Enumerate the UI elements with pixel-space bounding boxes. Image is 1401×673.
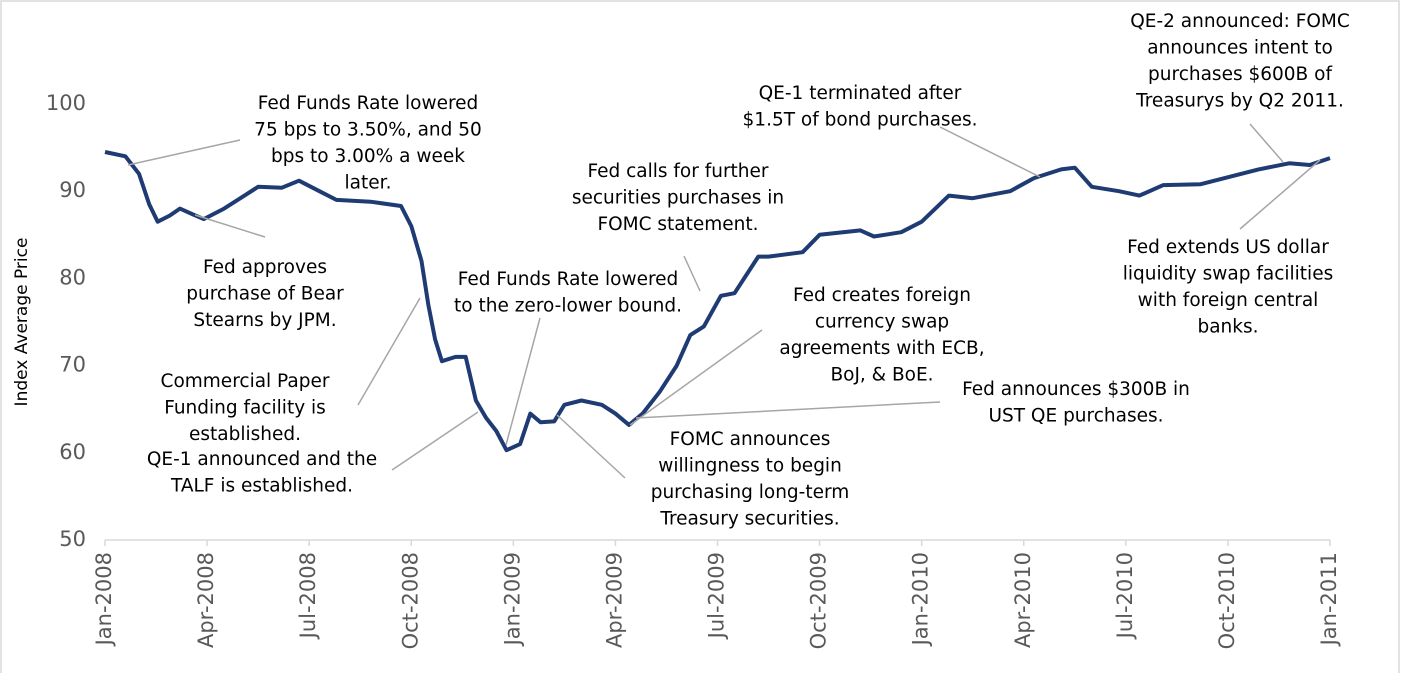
annotation-text: Commercial Paper: [161, 371, 330, 392]
x-tick-label: Oct-2009: [807, 552, 831, 649]
annotation-text: FOMC announces: [670, 429, 831, 450]
x-tick-label: Oct-2010: [1215, 552, 1239, 649]
y-tick-label: 50: [59, 527, 86, 551]
annotation-text: Fed approves: [203, 257, 327, 278]
x-tick-label: Oct-2008: [398, 552, 422, 649]
x-tick-label: Apr-2008: [194, 552, 218, 648]
x-tick-label: Apr-2009: [602, 552, 626, 648]
y-tick-label: 80: [59, 265, 86, 289]
annotation-text: $1.5T of bond purchases.: [743, 110, 978, 131]
x-tick-label: Jan-2010: [909, 552, 933, 647]
annotation-text: purchases $600B of: [1148, 64, 1332, 85]
annotation-leader: [391, 411, 479, 471]
annotation-text: QE-1 announced and the: [147, 449, 377, 470]
annotation-text: Treasury securities.: [659, 509, 839, 530]
annotation-text: Stearns by JPM.: [193, 310, 336, 331]
annotation-leader: [357, 297, 421, 406]
annotation-text: BoJ, & BoE.: [830, 365, 933, 386]
annotation-leader: [505, 317, 541, 446]
annotation-text: Funding facility is: [164, 398, 326, 419]
annotation-text: purchasing long-term: [651, 482, 850, 503]
x-tick-label: Jan-2009: [500, 552, 524, 647]
y-tick-label: 90: [59, 178, 86, 202]
y-axis-label: Index Average Price: [12, 238, 32, 407]
y-tick-label: 100: [46, 91, 86, 115]
annotation-text: with foreign central: [1138, 290, 1319, 311]
annotation-text: UST QE purchases.: [988, 406, 1163, 427]
annotation-text: agreements with ECB,: [779, 338, 984, 359]
x-tick-label: Jan-2011: [1317, 552, 1341, 647]
annotation-text: FOMC statement.: [597, 214, 758, 235]
data-line: [104, 150, 1331, 453]
x-tick-label: Jul-2009: [705, 552, 729, 640]
annotation-text: Fed calls for further: [587, 161, 768, 182]
annotation-leader: [939, 126, 1041, 178]
x-tick-label: Apr-2010: [1011, 552, 1035, 648]
annotation-text: announces intent to: [1147, 38, 1333, 59]
annotation-text: currency swap: [815, 312, 949, 333]
annotation-text: banks.: [1197, 317, 1258, 338]
annotation-leader: [635, 401, 941, 419]
y-tick-label: 70: [59, 353, 86, 377]
y-tick-label: 60: [59, 440, 86, 464]
annotation-text: Fed Funds Rate lowered: [258, 93, 479, 114]
annotation-text: 75 bps to 3.50%, and 50: [254, 120, 482, 141]
x-tick-label: Jul-2010: [1113, 552, 1137, 640]
annotation-text: established.: [189, 424, 301, 445]
x-tick-label: Jul-2008: [296, 552, 320, 640]
annotation-text: TALF is established.: [170, 476, 353, 497]
annotation-text: QE-2 announced: FOMC: [1130, 11, 1350, 32]
annotation-text: Fed creates foreign: [793, 285, 971, 306]
annotation-text: liquidity swap facilities: [1123, 264, 1333, 285]
annotation-leader: [1249, 123, 1284, 163]
annotation-leader: [556, 414, 626, 479]
annotation-text: later.: [345, 173, 392, 194]
annotation-text: Fed announces $300B in: [962, 379, 1190, 400]
annotation-text: QE-1 terminated after: [759, 83, 962, 104]
annotation-leader: [194, 214, 266, 238]
annotation-text: bps to 3.00% a week: [271, 146, 465, 167]
annotation-leader: [629, 329, 763, 426]
annotation-leader: [1239, 159, 1321, 230]
annotation-text: willingness to begin: [658, 456, 842, 477]
annotation-leader: [127, 139, 241, 166]
annotation-text: Fed Funds Rate lowered: [458, 269, 679, 290]
annotation-text: purchase of Bear: [186, 284, 344, 305]
x-tick-label: Jan-2008: [92, 552, 116, 647]
annotation-leader: [683, 255, 701, 292]
annotation-text: to the zero-lower bound.: [454, 296, 682, 317]
annotation-text: Treasurys by Q2 2011.: [1135, 91, 1344, 112]
annotation-text: Fed extends US dollar: [1127, 237, 1329, 258]
annotation-text: securities purchases in: [572, 188, 784, 209]
